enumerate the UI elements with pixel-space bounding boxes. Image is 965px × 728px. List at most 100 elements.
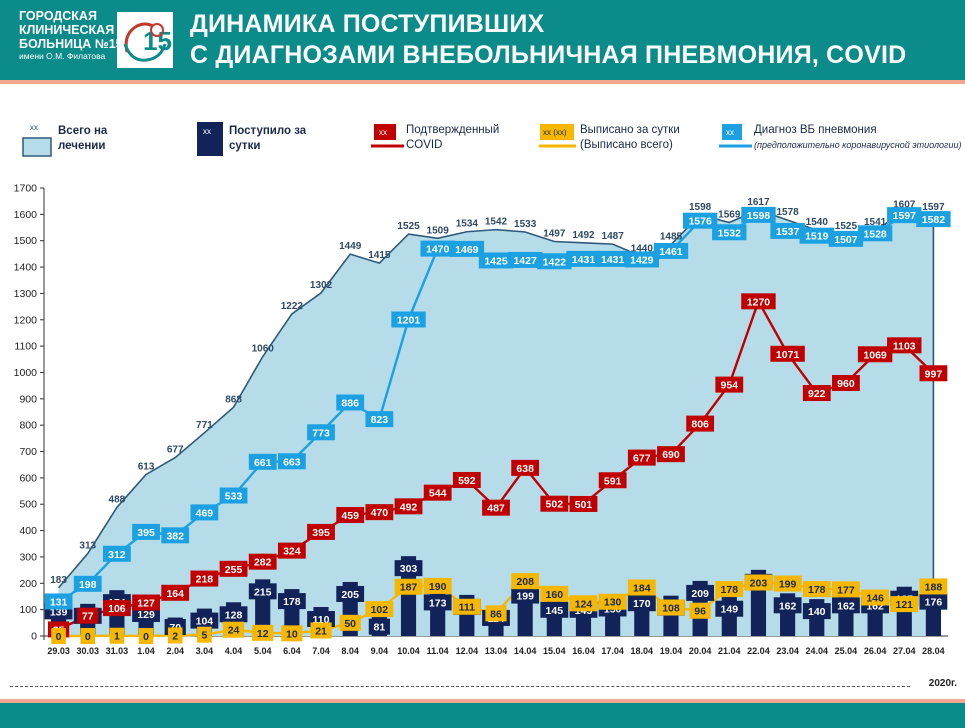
legend-covid-marker: xx [379, 128, 387, 137]
total-data-label: 183 [50, 575, 67, 586]
discharged-data-label: 111 [459, 602, 476, 614]
covid-data-label: 922 [808, 388, 826, 400]
discharged-data-label: 121 [895, 599, 913, 611]
covid-data-label: 960 [837, 378, 855, 390]
pneumonia-data-label: 1576 [688, 216, 712, 228]
discharged-data-label-box [919, 578, 948, 595]
discharged-data-label: 199 [779, 579, 797, 591]
total-data-label: 1607 [893, 200, 916, 211]
discharged-data-label: 50 [344, 618, 356, 630]
covid-data-label: 492 [400, 501, 418, 513]
discharged-data-label-box [252, 624, 274, 641]
total-data-label: 1533 [514, 219, 537, 230]
pneumonia-data-label: 1431 [572, 254, 596, 266]
total-data-label: 1440 [631, 244, 654, 255]
covid-data-label-box [277, 542, 306, 559]
covid-data-label: 218 [196, 574, 214, 586]
x-tick-label: 16.04 [572, 646, 595, 656]
legend-total-swatch: xx [22, 123, 52, 157]
discharged-data-label-box [109, 627, 125, 644]
covid-data-label: 1069 [863, 349, 887, 361]
total-data-label: 1617 [747, 197, 770, 208]
x-tick-label: 18.04 [631, 646, 654, 656]
pneumonia-data-label-box [478, 252, 514, 269]
discharged-data-label-box [51, 628, 66, 644]
pneumonia-data-label: 823 [371, 414, 389, 426]
discharged-data-label: 124 [575, 598, 593, 610]
covid-data-label: 1071 [776, 349, 800, 361]
y-tick-label: 1000 [14, 367, 38, 379]
covid-data-label: 591 [604, 475, 622, 487]
legend-admitted-line1: Поступило за [229, 125, 307, 137]
discharged-data-label: 24 [228, 625, 240, 637]
pneumonia-data-label: 1425 [484, 255, 508, 267]
total-data-label: 1569 [718, 210, 741, 221]
x-tick-label: 20.04 [689, 646, 712, 656]
x-tick-label: 12.04 [456, 646, 479, 656]
covid-data-label: 164 [166, 588, 184, 600]
total-data-label: 1497 [543, 228, 566, 239]
covid-data-label: 395 [312, 527, 330, 539]
covid-data-label: 106 [108, 603, 126, 615]
total-data-label: 1487 [602, 231, 625, 242]
org-line-2: КЛИНИЧЕСКАЯ [19, 23, 115, 37]
admitted-data-label: 149 [721, 604, 739, 616]
covid-data-label-box [103, 600, 131, 617]
discharged-data-label-box [773, 575, 802, 592]
covid-data-label: 1270 [747, 296, 771, 308]
covid-data-label-box [511, 459, 540, 476]
covid-data-label: 470 [371, 507, 389, 519]
pneumonia-data-label-box [365, 411, 394, 428]
x-tick-label: 19.04 [660, 646, 683, 656]
admitted-data-label-box [423, 594, 452, 611]
discharged-data-label: 96 [694, 606, 706, 618]
admitted-data-label: 173 [429, 597, 447, 609]
admitted-data-label-box [219, 606, 248, 623]
y-tick-label: 1700 [14, 183, 38, 195]
covid-data-label: 487 [487, 503, 505, 515]
pneumonia-data-label: 1201 [397, 315, 421, 327]
pneumonia-data-label-box [73, 575, 102, 592]
legend-covid-swatch: xx [371, 124, 404, 148]
discharged-data-label-box [167, 627, 183, 644]
legend-covid-label: Подтвержденный COVID [406, 123, 499, 153]
y-tick-label: 0 [31, 631, 37, 643]
admitted-data-label: 176 [925, 597, 943, 609]
covid-data-label-box [770, 345, 805, 362]
x-tick-label: 26.04 [864, 646, 887, 656]
header-bar: ГОРОДСКАЯ КЛИНИЧЕСКАЯ БОЛЬНИЦА №15 имени… [0, 0, 965, 80]
total-data-label: 1541 [864, 217, 887, 228]
y-tick-label: 1500 [14, 235, 38, 247]
admitted-data-label-box [773, 597, 802, 614]
discharged-data-label-box [511, 573, 540, 590]
total-data-label: 313 [79, 541, 96, 552]
pneumonia-data-label: 1537 [776, 226, 800, 238]
legend-pneumonia-marker: xx [726, 128, 734, 137]
x-tick-label: 8.04 [341, 646, 359, 656]
discharged-data-label: 86 [490, 608, 502, 620]
pneumonia-data-label: 1461 [659, 246, 683, 258]
pneumonia-data-label-box [307, 424, 335, 441]
y-tick-label: 300 [19, 551, 37, 563]
admitted-data-label-box [248, 583, 277, 600]
discharged-data-label-box [832, 581, 860, 598]
total-data-label: 771 [196, 420, 213, 431]
discharged-data-label-box [80, 628, 96, 644]
discharged-data-label: 0 [56, 631, 62, 643]
discharged-data-label-box [802, 581, 831, 598]
x-tick-label: 15.04 [543, 646, 566, 656]
legend-discharged-swatch: xx (xx) [539, 124, 576, 148]
y-tick-label: 1300 [14, 288, 38, 300]
pneumonia-data-label-box [420, 240, 455, 257]
total-data-label: 677 [167, 445, 184, 456]
admitted-data-label: 303 [400, 563, 418, 575]
discharged-data-label: 21 [315, 625, 327, 637]
legend-admitted-marker: xx [203, 127, 211, 136]
page-title: ДИНАМИКА ПОСТУПИВШИХ С ДИАГНОЗАМИ ВНЕБОЛ… [190, 9, 906, 71]
pneumonia-data-label: 1427 [513, 255, 537, 267]
pneumonia-data-label-box [770, 222, 805, 239]
pneumonia-data-label: 1582 [922, 214, 946, 226]
covid-data-label-box [307, 523, 335, 540]
discharged-data-label: 12 [257, 628, 269, 640]
total-data-label: 1449 [339, 241, 362, 252]
